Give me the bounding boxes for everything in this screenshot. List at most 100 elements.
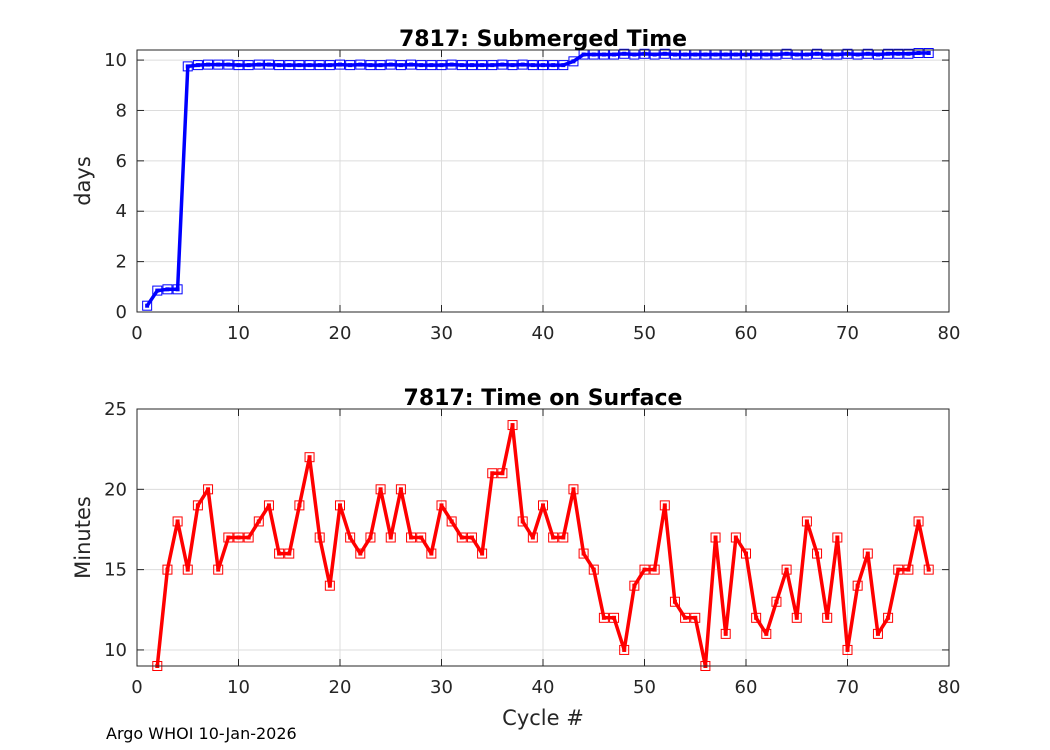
data-point-dot <box>662 51 667 56</box>
data-point <box>568 56 579 67</box>
data-point <box>395 60 406 71</box>
data-point-dot <box>845 647 850 652</box>
y-tick-label: 25 <box>104 399 127 420</box>
y-tick-label: 2 <box>116 252 127 273</box>
data-point-dot <box>551 535 556 540</box>
data-point-dot <box>409 62 414 67</box>
data-point-dot <box>165 287 170 292</box>
data-point-dot <box>236 535 241 540</box>
data-point-dot <box>338 503 342 508</box>
data-point <box>233 532 244 543</box>
data-point <box>355 548 366 559</box>
data-point <box>842 48 853 59</box>
data-point-dot <box>175 287 180 292</box>
data-point-dot <box>622 51 627 56</box>
data-point-dot <box>287 63 292 68</box>
data-point-dot <box>551 63 556 68</box>
data-point-dot <box>875 52 880 57</box>
data-point <box>406 59 417 70</box>
data-point-dot <box>439 63 444 68</box>
data-point <box>497 468 508 479</box>
data-point <box>274 60 285 71</box>
data-point <box>274 548 285 559</box>
data-point-dot <box>723 52 728 57</box>
data-point-dot <box>307 455 312 460</box>
data-point <box>426 60 437 71</box>
data-point-dot <box>469 63 474 68</box>
data-point <box>923 48 934 59</box>
data-point-dot <box>804 52 809 57</box>
data-point <box>243 532 254 543</box>
chart-title: 7817: Submerged Time <box>399 27 687 52</box>
x-tick-label: 30 <box>430 323 453 344</box>
data-point <box>446 516 457 527</box>
data-point <box>456 532 467 543</box>
data-point <box>659 500 670 511</box>
x-tick-label: 0 <box>131 323 142 344</box>
data-point <box>395 484 406 495</box>
data-point-dot <box>642 567 647 572</box>
data-point-dot <box>571 487 576 492</box>
y-axis-label: days <box>71 156 95 206</box>
data-point-dot <box>601 615 606 620</box>
data-point <box>639 48 650 59</box>
data-point-dot <box>439 503 444 508</box>
x-tick-label: 70 <box>836 677 859 698</box>
data-point-dot <box>297 63 302 68</box>
data-point <box>791 612 802 623</box>
data-point <box>172 516 183 527</box>
x-tick-label: 30 <box>430 677 453 698</box>
data-point <box>781 564 792 575</box>
x-tick-label: 20 <box>329 677 352 698</box>
y-axis-label: Minutes <box>71 496 95 579</box>
data-point <box>294 500 305 511</box>
y-tick-label: 8 <box>116 100 127 121</box>
data-point <box>223 532 234 543</box>
data-point <box>923 564 934 575</box>
data-point-dot <box>581 551 586 556</box>
data-point-dot <box>693 52 698 57</box>
data-point <box>426 548 437 559</box>
data-point-dot <box>815 51 820 56</box>
data-point-dot <box>480 551 485 556</box>
data-point-dot <box>612 52 617 57</box>
data-point-dot <box>358 551 363 556</box>
data-point <box>284 60 295 71</box>
data-point-dot <box>500 62 505 67</box>
data-point <box>761 628 772 639</box>
data-point-dot <box>754 615 759 620</box>
data-point <box>314 532 325 543</box>
data-point <box>609 612 620 623</box>
data-point-dot <box>419 535 424 540</box>
data-point <box>903 564 914 575</box>
data-point <box>304 452 315 463</box>
y-tick-label: 15 <box>104 560 127 581</box>
y-tick-label: 20 <box>104 479 127 500</box>
data-point <box>416 532 427 543</box>
data-point <box>517 516 528 527</box>
data-point <box>243 60 254 71</box>
data-point-dot <box>256 62 261 67</box>
data-point <box>558 532 569 543</box>
data-point-dot <box>216 62 221 67</box>
data-point <box>883 612 894 623</box>
data-point-dot <box>368 535 373 540</box>
data-point-dot <box>794 52 799 57</box>
x-tick-label: 60 <box>735 323 758 344</box>
data-point <box>466 60 477 71</box>
data-point-dot <box>875 631 880 636</box>
data-point <box>832 532 843 543</box>
data-point <box>223 59 234 70</box>
data-point-dot <box>226 535 231 540</box>
data-point-dot <box>896 51 901 56</box>
data-point-dot <box>855 583 860 588</box>
data-point <box>822 612 833 623</box>
data-point-dot <box>865 551 870 556</box>
x-tick-label: 80 <box>938 677 961 698</box>
data-point-dot <box>622 647 627 652</box>
data-point <box>162 284 173 295</box>
data-point-dot <box>632 583 637 588</box>
data-point <box>558 60 569 71</box>
data-point-dot <box>358 62 363 67</box>
